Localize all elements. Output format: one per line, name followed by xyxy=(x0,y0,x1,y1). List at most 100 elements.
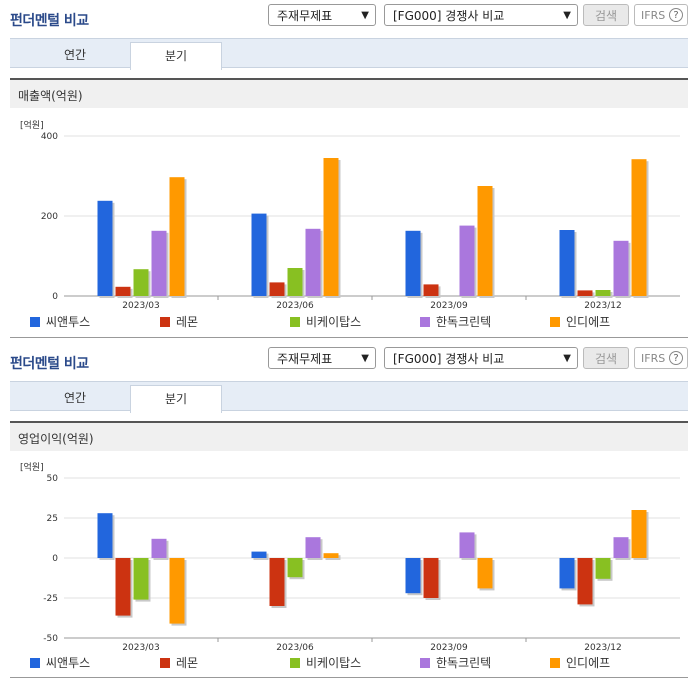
bar xyxy=(151,538,167,558)
divider xyxy=(10,677,688,678)
legend-label: 비케이탑스 xyxy=(306,315,362,329)
bar xyxy=(477,186,493,296)
y-tick-label: -25 xyxy=(43,594,58,604)
bar xyxy=(477,558,493,589)
x-tick-label: 2023/12 xyxy=(584,301,621,311)
legend-swatch xyxy=(550,317,560,327)
bar xyxy=(631,510,647,558)
bar xyxy=(251,213,267,296)
ifrs-button[interactable]: IFRS ? xyxy=(634,4,688,26)
bar xyxy=(169,177,185,296)
legend-swatch xyxy=(290,658,300,668)
x-tick-label: 2023/09 xyxy=(430,301,468,311)
bar xyxy=(133,269,149,296)
bar xyxy=(405,558,421,594)
chevron-down-icon: ▼ xyxy=(563,10,571,21)
chart-header: 영업이익(억원) xyxy=(10,421,688,451)
metric-label: 영업이익(억원) xyxy=(18,432,94,446)
bar xyxy=(287,558,303,578)
bar xyxy=(459,225,475,296)
legend-label: 인디에프 xyxy=(566,315,611,329)
legend-label: 레몬 xyxy=(176,656,199,670)
x-tick-label: 2023/06 xyxy=(276,643,314,653)
bar xyxy=(169,558,185,624)
bar xyxy=(151,230,167,296)
chevron-down-icon: ▼ xyxy=(361,10,369,21)
search-button[interactable]: 검색 xyxy=(583,4,629,26)
x-tick-label: 2023/09 xyxy=(430,643,468,653)
legend-swatch xyxy=(420,658,430,668)
legend-swatch xyxy=(30,317,40,327)
statement-select[interactable]: 주재무제표 ▼ xyxy=(268,347,376,369)
ifrs-label: IFRS xyxy=(641,352,666,365)
legend-swatch xyxy=(420,317,430,327)
bar xyxy=(323,553,339,558)
legend-label: 한독크린텍 xyxy=(436,315,492,329)
help-icon[interactable]: ? xyxy=(669,351,683,365)
ifrs-button[interactable]: IFRS ? xyxy=(634,347,688,369)
chevron-down-icon: ▼ xyxy=(361,353,369,364)
bar xyxy=(423,284,439,296)
bar xyxy=(97,513,113,558)
section-header: 펀더멘털 비교 주재무제표 ▼ [FG000] 경쟁사 비교 ▼ 검색 IFRS… xyxy=(0,0,696,36)
fundamental-section-revenue: 펀더멘털 비교 주재무제표 ▼ [FG000] 경쟁사 비교 ▼ 검색 IFRS… xyxy=(0,0,696,338)
operating-profit-chart: -50 -25 0 25 50 2023/03 2023/06 2023/09 2023/12 xyxy=(43,474,680,653)
bar xyxy=(613,537,629,558)
x-tick-label: 2023/03 xyxy=(122,301,159,311)
comparison-select[interactable]: [FG000] 경쟁사 비교 ▼ xyxy=(384,347,578,369)
legend-label: 씨앤투스 xyxy=(46,315,91,329)
bar xyxy=(405,230,421,296)
tab-quarterly[interactable]: 분기 xyxy=(130,42,222,70)
legend-swatch xyxy=(550,658,560,668)
bar xyxy=(595,558,611,579)
help-icon[interactable]: ? xyxy=(669,8,683,22)
bar xyxy=(631,159,647,296)
ifrs-label: IFRS xyxy=(641,9,666,22)
bar xyxy=(115,286,131,296)
tab-annual[interactable]: 연간 xyxy=(63,391,87,405)
bar xyxy=(613,240,629,296)
y-tick-label: 0 xyxy=(52,554,58,564)
bar xyxy=(559,230,575,296)
bar xyxy=(323,158,339,296)
bar xyxy=(577,558,593,605)
chart-header: 매출액(억원) xyxy=(10,78,688,108)
section-title: 펀더멘털 비교 xyxy=(10,356,89,372)
comparison-select-value: [FG000] 경쟁사 비교 xyxy=(393,352,505,366)
tab-quarterly[interactable]: 분기 xyxy=(130,385,222,413)
bar xyxy=(577,290,593,296)
section-title: 펀더멘털 비교 xyxy=(10,13,89,29)
fundamental-section-operating-profit: 펀더멘털 비교 주재무제표 ▼ [FG000] 경쟁사 비교 ▼ 검색 IFRS… xyxy=(0,343,696,684)
legend-swatch xyxy=(30,658,40,668)
y-tick-label: 50 xyxy=(47,474,59,484)
y-tick-label: 25 xyxy=(47,514,58,524)
bar xyxy=(287,268,303,296)
statement-select-value: 주재무제표 xyxy=(277,9,333,23)
metric-label: 매출액(억원) xyxy=(18,89,83,103)
bar xyxy=(269,558,285,606)
bar xyxy=(595,290,611,296)
y-tick-label: 400 xyxy=(41,132,58,142)
bar xyxy=(251,551,267,558)
x-tick-label: 2023/03 xyxy=(122,643,159,653)
bar xyxy=(269,282,285,296)
bar xyxy=(459,532,475,558)
legend-swatch xyxy=(160,317,170,327)
statement-select[interactable]: 주재무제표 ▼ xyxy=(268,4,376,26)
bar xyxy=(305,537,321,558)
unit-label: [억원] xyxy=(20,463,44,473)
unit-label: [억원] xyxy=(20,121,44,131)
search-button[interactable]: 검색 xyxy=(583,347,629,369)
legend-label: 씨앤투스 xyxy=(46,656,91,670)
tab-annual[interactable]: 연간 xyxy=(63,48,87,62)
comparison-select[interactable]: [FG000] 경쟁사 비교 ▼ xyxy=(384,4,578,26)
y-tick-label: 200 xyxy=(41,212,58,222)
x-tick-label: 2023/06 xyxy=(276,301,314,311)
legend-swatch xyxy=(290,317,300,327)
legend-label: 레몬 xyxy=(176,315,199,329)
section-header: 펀더멘털 비교 주재무제표 ▼ [FG000] 경쟁사 비교 ▼ 검색 IFRS… xyxy=(0,343,696,379)
revenue-chart: 0 200 400 2023/03 2023/06 2023/09 2023/12 xyxy=(41,132,680,311)
chart-legend: 씨앤투스 레몬 비케이탑스 한독크린텍 인디에프 xyxy=(30,314,670,330)
legend-label: 한독크린텍 xyxy=(436,656,492,670)
legend-label: 인디에프 xyxy=(566,656,611,670)
